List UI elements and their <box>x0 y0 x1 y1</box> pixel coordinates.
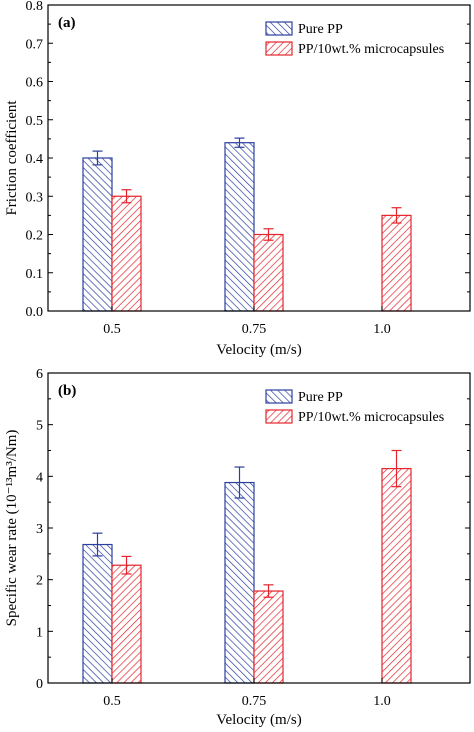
x-tick-label: 0.5 <box>103 322 121 337</box>
x-tick-label: 0.75 <box>242 694 267 709</box>
bar <box>82 157 113 312</box>
y-axis-title: Specific wear rate (10⁻¹³m³/Nm) <box>4 430 20 627</box>
y-tick-label: 0.8 <box>26 0 44 14</box>
y-tick-label: 5 <box>36 419 43 434</box>
bar <box>224 142 255 312</box>
y-tick-label: 0.6 <box>26 76 44 91</box>
x-axis-title: Velocity (m/s) <box>216 342 301 358</box>
y-axis-title: Friction coefficient <box>4 100 20 216</box>
y-tick-label: 2 <box>36 574 43 589</box>
legend-label: Pure PP <box>298 22 343 37</box>
bar <box>253 233 284 312</box>
bar <box>381 214 412 312</box>
legend-swatch <box>265 21 293 36</box>
y-tick-label: 0.4 <box>26 152 44 167</box>
y-tick-label: 0 <box>36 677 43 692</box>
bar <box>381 467 412 684</box>
legend-swatch <box>265 389 293 404</box>
y-tick-label: 0.2 <box>26 229 44 244</box>
legend-label: PP/10wt.% microcapsules <box>298 42 444 57</box>
chart-panel-a: 0.0 0.1 0.2 0.3 0.4 0.5 0.6 0.7 0.8 0.5 0.75 1.0 Vel… <box>4 0 471 358</box>
bar <box>111 564 142 684</box>
legend-label: PP/10wt.% microcapsules <box>298 410 444 425</box>
y-tick-label: 0.3 <box>26 190 44 205</box>
x-axis-title: Velocity (m/s) <box>216 712 301 728</box>
chart-panel-b: 0 1 2 3 4 5 6 0.5 0.75 1.0 Velocity (m/s) Specific … <box>4 367 471 728</box>
x-tick-label: 0.5 <box>103 694 121 709</box>
bar <box>111 195 142 312</box>
legend-label: Pure PP <box>298 390 343 405</box>
panel-label: (a) <box>58 15 76 31</box>
y-tick-label: 6 <box>36 367 43 382</box>
y-tick-label: 1 <box>36 625 43 640</box>
y-tick-label: 0.0 <box>26 305 44 320</box>
y-tick-label: 0.5 <box>26 114 44 129</box>
panel-label: (b) <box>58 383 76 399</box>
x-tick-label: 0.75 <box>242 322 267 337</box>
y-tick-label: 3 <box>36 522 43 537</box>
x-tick-label: 1.0 <box>373 322 391 337</box>
y-tick-label: 0.1 <box>26 267 44 282</box>
legend-swatch <box>265 41 293 56</box>
legend-swatch <box>265 409 293 424</box>
y-tick-label: 0.7 <box>26 37 44 52</box>
x-tick-label: 1.0 <box>373 694 391 709</box>
bar <box>82 543 113 684</box>
y-tick-label: 4 <box>36 470 43 485</box>
bar <box>224 481 255 684</box>
bar <box>253 590 284 684</box>
